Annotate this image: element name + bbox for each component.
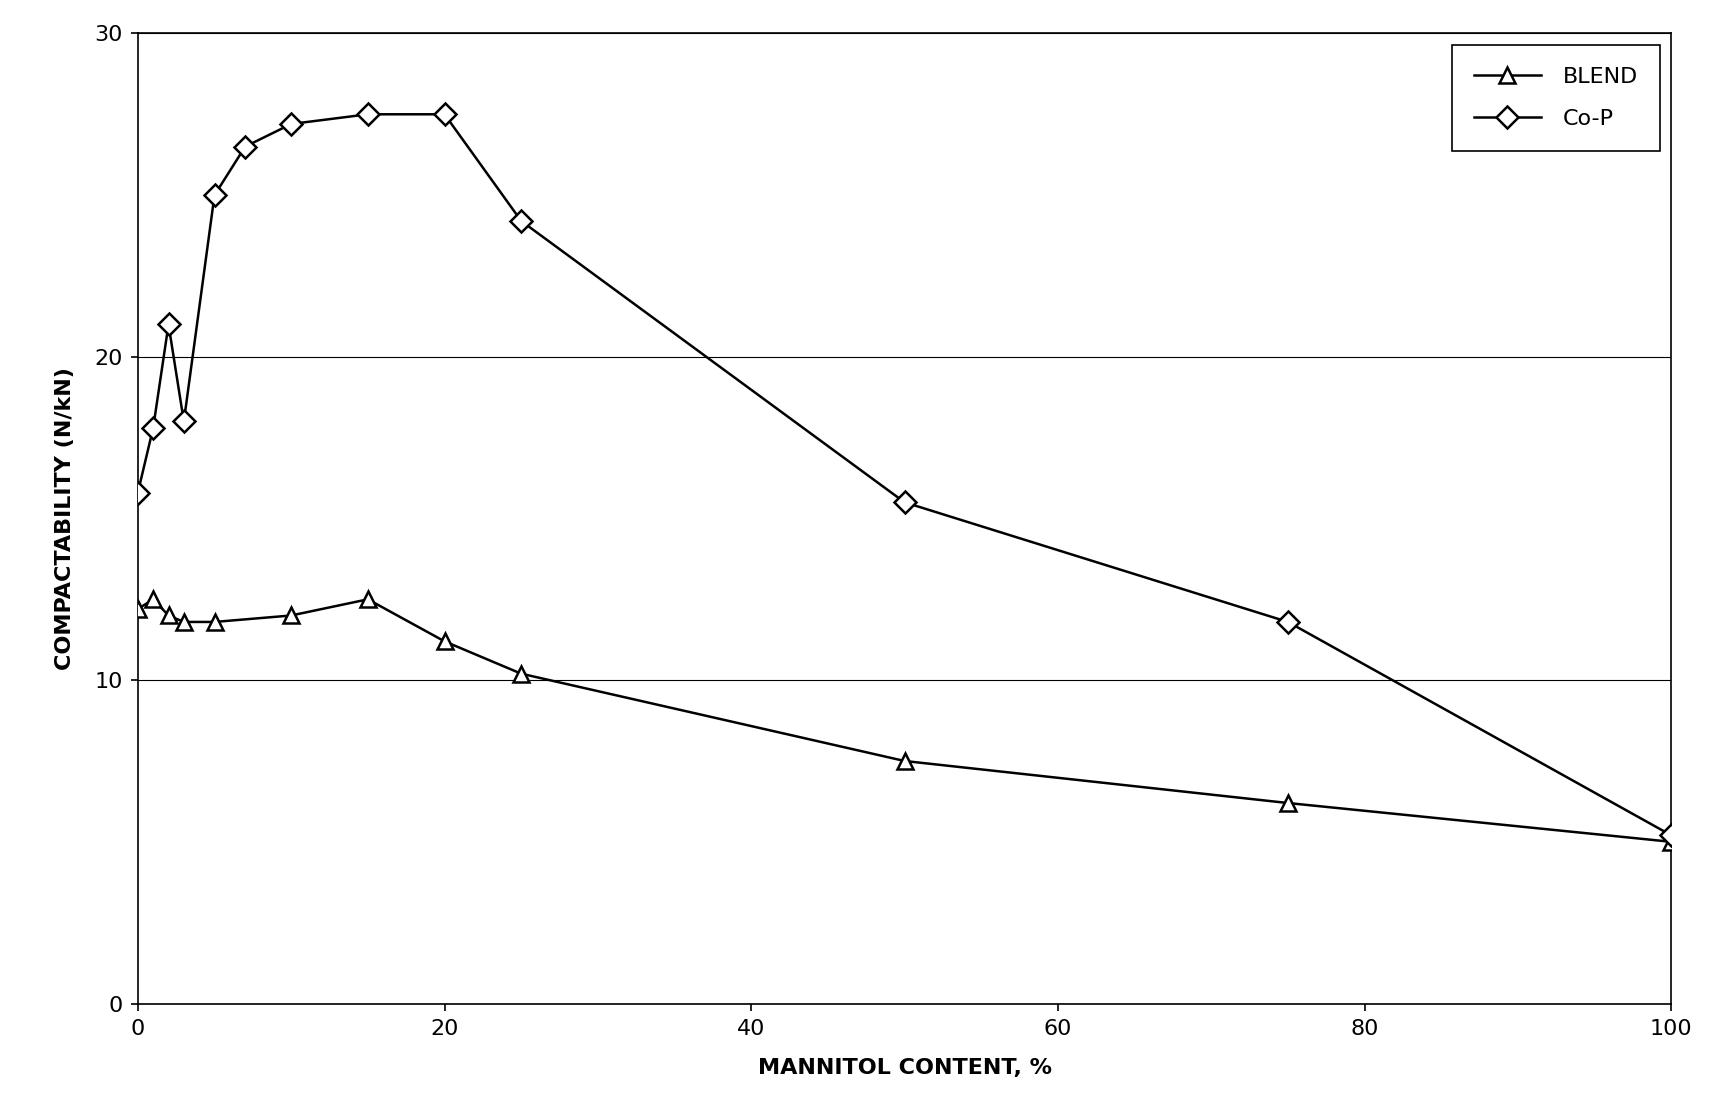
Co-P [174,415,195,428]
BLEND [358,593,379,607]
Y-axis label: COMPACTABILITY (N/kN): COMPACTABILITY (N/kN) [55,367,74,670]
Co-P [1661,828,1682,842]
Co-P [143,421,164,435]
BLEND [174,615,195,629]
BLEND [143,593,164,607]
BLEND [434,634,455,648]
Co-P [128,486,148,500]
Co-P [358,108,379,122]
Legend: BLEND, Co-P: BLEND, Co-P [1451,45,1661,152]
BLEND [205,615,224,629]
BLEND [1277,796,1299,809]
BLEND [159,609,179,622]
Co-P [1277,615,1299,629]
BLEND [281,609,302,622]
Co-P [234,139,255,153]
BLEND [510,667,531,680]
BLEND [894,754,915,767]
Co-P [281,117,302,130]
Co-P [434,108,455,122]
BLEND [128,602,148,615]
Co-P [894,495,915,508]
Co-P [510,214,531,227]
BLEND [1661,835,1682,849]
Line: Co-P: Co-P [131,107,1678,843]
X-axis label: MANNITOL CONTENT, %: MANNITOL CONTENT, % [758,1058,1051,1078]
Line: BLEND: BLEND [131,592,1678,850]
Co-P [159,318,179,331]
Co-P [205,188,224,202]
